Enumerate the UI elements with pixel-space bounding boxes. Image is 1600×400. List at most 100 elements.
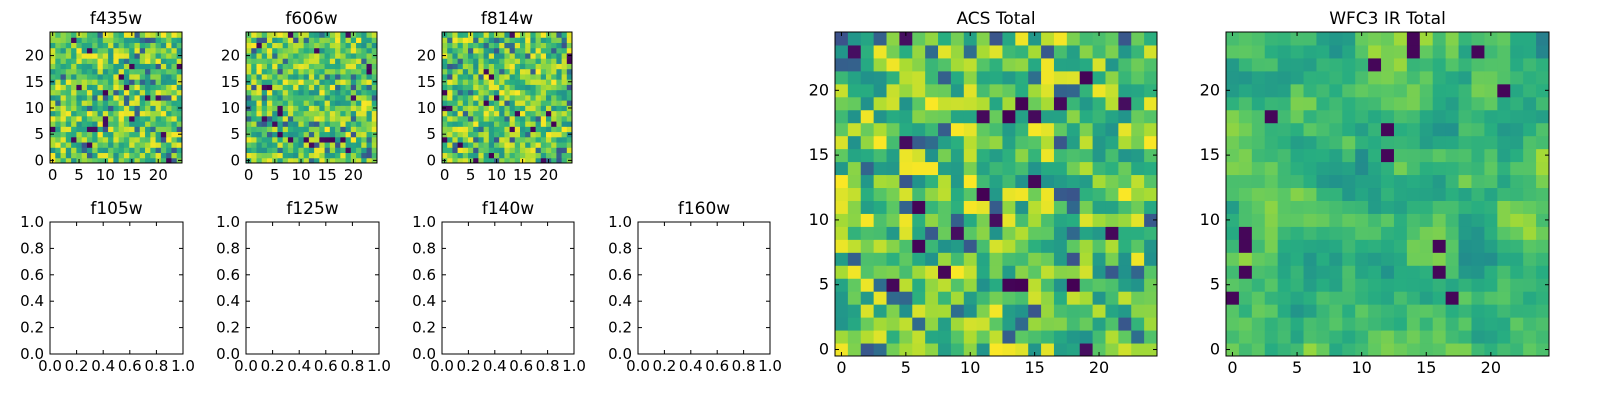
heatmap-cell <box>1066 122 1081 137</box>
heatmap-cell <box>86 79 93 85</box>
heatmap-cell <box>97 73 104 80</box>
heatmap-cell <box>81 84 88 91</box>
heatmap-cell <box>520 100 526 106</box>
heatmap-cell <box>256 89 263 96</box>
heatmap-cell <box>976 122 991 137</box>
heatmap-cell <box>1131 291 1145 305</box>
heatmap-cell <box>1226 122 1240 137</box>
heatmap-cell <box>1028 83 1042 98</box>
heatmap-cell <box>1015 57 1029 72</box>
heatmap-cell <box>345 47 352 54</box>
heatmap-cell <box>1066 44 1081 59</box>
heatmap-cell <box>976 135 991 150</box>
heatmap-cell <box>525 37 531 43</box>
heatmap-cell <box>1079 32 1094 46</box>
heatmap-cell <box>457 89 464 96</box>
heatmap-cell <box>1342 265 1356 279</box>
axes-frame <box>834 31 1158 357</box>
heatmap-cell <box>1393 57 1408 72</box>
heatmap-cell <box>1497 343 1511 357</box>
heatmap-cell <box>350 131 357 138</box>
heatmap-cell <box>1264 226 1279 240</box>
heatmap-cell <box>298 105 305 112</box>
heatmap-cell <box>556 142 563 148</box>
heatmap-cell <box>86 58 93 64</box>
heatmap-cell <box>462 42 469 49</box>
heatmap-cell <box>356 37 362 43</box>
heatmap-cell <box>314 147 320 154</box>
heatmap-cell <box>92 47 99 54</box>
heatmap-cell <box>266 100 273 106</box>
heatmap-cell <box>277 63 284 70</box>
heatmap-cell <box>1458 291 1472 305</box>
heatmap-cell <box>504 94 511 101</box>
heatmap-cell <box>488 47 495 54</box>
heatmap-cell <box>1303 96 1317 111</box>
heatmap-cell <box>860 148 875 163</box>
heatmap-cell <box>293 73 299 80</box>
y-tick-label: 0.2 <box>20 319 44 337</box>
heatmap-cell <box>1419 96 1434 111</box>
heatmap-cell <box>473 100 479 106</box>
heatmap-cell <box>1510 330 1524 344</box>
heatmap-cell <box>118 136 125 143</box>
heatmap-cell <box>1303 239 1317 253</box>
heatmap-cell <box>55 131 62 138</box>
heatmap-cell <box>340 136 347 143</box>
heatmap-cell <box>561 147 568 154</box>
heatmap-cell <box>847 213 862 227</box>
heatmap-cell <box>314 126 320 133</box>
heatmap-cell <box>145 121 151 127</box>
heatmap-cell <box>86 84 93 91</box>
heatmap-cell <box>251 157 257 164</box>
heatmap-cell <box>483 110 490 117</box>
heatmap-cell <box>963 32 978 46</box>
heatmap-cell <box>113 157 120 164</box>
heatmap-cell <box>1131 44 1145 59</box>
heatmap-cell <box>1510 252 1524 266</box>
heatmap-cell <box>340 84 347 91</box>
heatmap-cell <box>1419 44 1434 59</box>
heatmap-cell <box>266 105 273 112</box>
heatmap-cell <box>71 52 77 59</box>
heatmap-cell <box>447 105 453 112</box>
heatmap-cell <box>324 142 331 148</box>
heatmap-cell <box>129 42 135 49</box>
heatmap-cell <box>71 121 77 127</box>
heatmap-cell <box>314 110 320 117</box>
heatmap-cell <box>256 47 263 54</box>
heatmap-cell <box>92 152 99 159</box>
heatmap-cell <box>509 68 516 75</box>
heatmap-cell <box>160 63 167 70</box>
heatmap-cell <box>1238 213 1253 227</box>
heatmap-cell <box>1316 174 1330 189</box>
heatmap-cell <box>483 121 490 127</box>
heatmap-cell <box>293 110 299 117</box>
heatmap-cell <box>989 304 1003 318</box>
heatmap-cell <box>335 32 341 38</box>
heatmap-cell <box>847 83 862 98</box>
heatmap-cell <box>55 121 62 127</box>
heatmap-cell <box>535 100 542 106</box>
heatmap-cell <box>514 42 521 49</box>
heatmap-cell <box>1226 226 1240 240</box>
heatmap-cell <box>452 115 459 122</box>
heatmap-cell <box>324 115 331 122</box>
heatmap-cell <box>251 136 257 143</box>
heatmap-cell <box>97 131 104 138</box>
heatmap-cell <box>520 68 526 75</box>
heatmap-cell <box>1053 70 1068 85</box>
heatmap-cell <box>1053 226 1068 240</box>
heatmap-cell <box>1368 252 1382 266</box>
heatmap-cell <box>457 37 464 43</box>
heatmap-cell <box>1015 343 1029 357</box>
heatmap-cell <box>1028 278 1042 292</box>
heatmap-cell <box>65 157 72 164</box>
heatmap-cell <box>860 122 875 137</box>
heatmap-cell <box>912 317 926 331</box>
heatmap-cell <box>1536 187 1550 201</box>
heatmap-cell <box>303 157 310 164</box>
heatmap-cell <box>1092 213 1106 227</box>
heatmap-cell <box>272 37 278 43</box>
heatmap-cell <box>366 157 373 164</box>
